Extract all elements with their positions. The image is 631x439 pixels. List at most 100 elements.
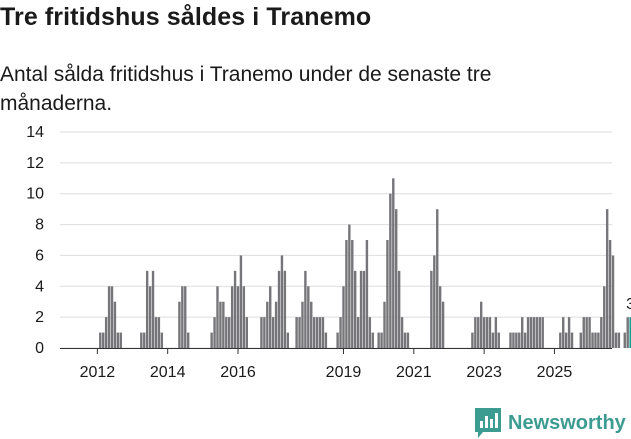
bar: [245, 317, 248, 348]
bar: [116, 332, 120, 348]
bar: [611, 255, 615, 348]
bar: [186, 332, 190, 348]
bar: [286, 332, 290, 348]
bar: [397, 270, 401, 348]
bar: [307, 286, 310, 348]
bar: [588, 317, 591, 348]
bar: [359, 270, 363, 348]
bar: [342, 286, 345, 348]
bar: [348, 224, 351, 348]
bar: [383, 301, 386, 348]
x-tick-label: 2016: [220, 364, 256, 381]
bar: [356, 317, 360, 348]
bar: [605, 209, 609, 348]
bar: [582, 317, 585, 348]
x-tick-label: 2012: [80, 364, 116, 381]
bar: [532, 317, 536, 348]
bar: [497, 332, 500, 348]
bar: [283, 270, 287, 348]
bar: [482, 317, 486, 348]
y-tick-label: 2: [35, 309, 44, 326]
highlight-bar: [629, 317, 631, 348]
bar: [310, 301, 313, 348]
x-tick-label: 2014: [150, 364, 186, 381]
bar: [318, 317, 322, 348]
bar: [523, 332, 527, 348]
bar: [400, 317, 404, 348]
bar: [228, 317, 231, 348]
bar: [559, 332, 562, 348]
bar: [471, 332, 474, 348]
bar: [239, 255, 243, 348]
bar: [277, 270, 281, 348]
bar: [438, 286, 442, 348]
brand-logo: Newsworthy: [475, 408, 626, 438]
bar: [315, 317, 319, 348]
bar: [242, 286, 246, 348]
bar: [336, 332, 339, 348]
bar: [157, 317, 161, 348]
bar: [236, 286, 240, 348]
bar: [479, 301, 483, 348]
x-tick-label: 2025: [537, 364, 573, 381]
bar: [143, 332, 146, 348]
bar: [222, 301, 225, 348]
bar: [395, 209, 398, 348]
bar: [441, 301, 445, 348]
y-tick-label: 0: [35, 340, 44, 357]
bar: [529, 317, 533, 348]
bar: [140, 332, 143, 348]
chart-subtitle: Antal sålda fritidshus i Tranemo under d…: [0, 63, 492, 115]
bar: [433, 255, 436, 348]
bar: [154, 317, 158, 348]
bar: [526, 317, 530, 348]
bar: [301, 301, 304, 348]
bar: [351, 240, 354, 348]
bar: [567, 317, 571, 348]
bar: [230, 286, 234, 348]
y-tick-label: 8: [35, 217, 44, 234]
bar: [269, 286, 272, 348]
bar: [521, 317, 524, 348]
bar: [494, 317, 498, 348]
bar: [354, 270, 357, 348]
bar: [216, 286, 219, 348]
bar: [181, 286, 184, 348]
x-tick-label: 2023: [466, 364, 502, 381]
bar: [485, 317, 489, 348]
bar: [151, 270, 155, 348]
bar: [535, 317, 539, 348]
bar: [488, 317, 492, 348]
bar: [148, 286, 152, 348]
bar: [386, 240, 389, 348]
bar: [608, 240, 612, 348]
bar: [392, 178, 395, 348]
bar: [219, 301, 222, 348]
bar: [380, 332, 383, 348]
bar: [178, 301, 181, 348]
bar: [389, 193, 392, 348]
bar: [538, 317, 541, 348]
bar: [295, 317, 298, 348]
bar: [591, 332, 594, 348]
bar: [594, 332, 597, 348]
bar: [617, 332, 621, 348]
bar: [321, 317, 325, 348]
bar: [623, 332, 626, 348]
bar: [263, 317, 266, 348]
y-tick-label: 12: [26, 155, 44, 172]
bar: [436, 209, 439, 348]
y-tick-label: 14: [26, 124, 44, 141]
bar: [110, 286, 114, 348]
newsworthy-logo-icon: [475, 408, 501, 438]
bar: [603, 286, 606, 348]
bar: [579, 332, 583, 348]
bar: [477, 317, 480, 348]
bar: [312, 317, 316, 348]
bar: [160, 332, 164, 348]
bar: [518, 332, 521, 348]
bar: [345, 240, 348, 348]
bar: [406, 332, 410, 348]
bar: [339, 317, 342, 348]
